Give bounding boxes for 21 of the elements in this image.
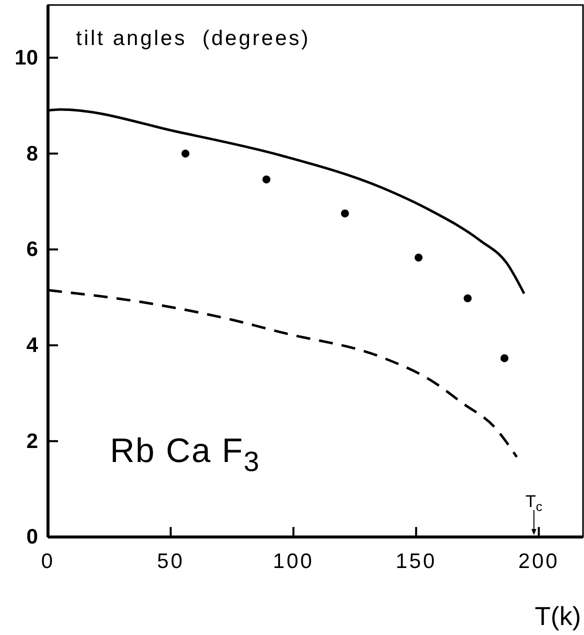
- point: [464, 294, 472, 302]
- x-tick-label: 150: [396, 550, 437, 573]
- x-tick-label: 50: [157, 550, 184, 573]
- y-tick-label: 2: [26, 430, 38, 453]
- x-tick-label: 200: [518, 550, 560, 573]
- y-tick-label: 10: [14, 46, 38, 70]
- point: [500, 354, 508, 362]
- y-tick-label: 6: [26, 238, 38, 262]
- annotation: Rb Ca F$_{3}$: [110, 432, 260, 478]
- x-tick-label: 100: [272, 550, 314, 573]
- x-axis-title: T(k): [534, 601, 581, 631]
- y-tick-label: 8: [26, 142, 38, 166]
- point: [181, 150, 190, 158]
- point: [340, 210, 349, 218]
- x-tick-label: 0: [41, 550, 55, 573]
- y-tick-label: 4: [26, 334, 38, 358]
- y-axis-title: tilt angles (degrees): [76, 27, 310, 50]
- ref-line-label: T$_{c}$: [525, 492, 543, 514]
- point: [414, 254, 423, 262]
- y-tick-label: 0: [26, 526, 38, 549]
- point: [262, 175, 270, 184]
